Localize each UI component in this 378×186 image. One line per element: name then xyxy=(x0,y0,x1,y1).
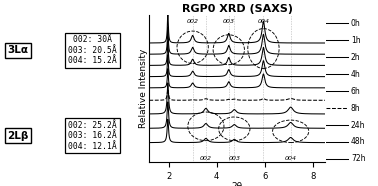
Text: 0h: 0h xyxy=(351,19,361,28)
Text: 8h: 8h xyxy=(351,104,361,113)
Text: 004: 004 xyxy=(285,156,297,161)
Text: 002: 002 xyxy=(200,156,212,161)
Text: 003: 003 xyxy=(223,19,235,24)
Y-axis label: Relative Intensity: Relative Intensity xyxy=(139,49,148,128)
Text: 003: 003 xyxy=(228,156,240,161)
Text: 004: 004 xyxy=(257,19,270,24)
Text: 4h: 4h xyxy=(351,70,361,79)
X-axis label: 2θ: 2θ xyxy=(232,182,243,186)
Text: 002: 25.2Å
003: 16.2Å
004: 12.1Å: 002: 25.2Å 003: 16.2Å 004: 12.1Å xyxy=(68,121,117,151)
Text: 002: 30Å
003: 20.5Å
004: 15.2Å: 002: 30Å 003: 20.5Å 004: 15.2Å xyxy=(68,35,117,65)
Text: 72h: 72h xyxy=(351,154,366,163)
Text: 48h: 48h xyxy=(351,137,366,147)
Text: 3Lα: 3Lα xyxy=(8,45,28,55)
Text: 24h: 24h xyxy=(351,121,366,129)
Text: 2h: 2h xyxy=(351,53,361,62)
Text: 1h: 1h xyxy=(351,36,361,45)
Title: RGP0 XRD (SAXS): RGP0 XRD (SAXS) xyxy=(182,4,293,14)
Text: 6h: 6h xyxy=(351,87,361,96)
Text: 2Lβ: 2Lβ xyxy=(7,131,29,141)
Text: 002: 002 xyxy=(187,19,199,24)
